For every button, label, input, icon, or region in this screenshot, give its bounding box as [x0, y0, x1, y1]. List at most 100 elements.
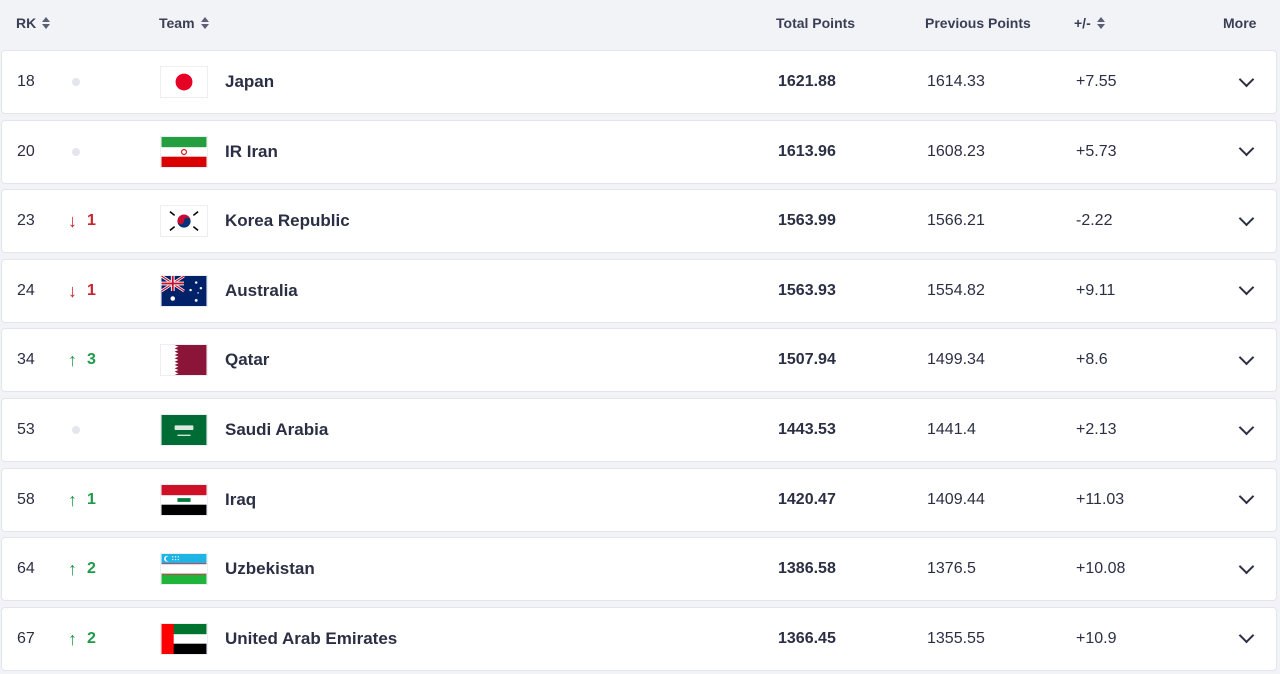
expand-row-button[interactable] [1232, 121, 1260, 183]
diff-header-label: +/- [1074, 15, 1091, 31]
rk-header-label: RK [16, 15, 37, 31]
team-header-label: Team [159, 15, 195, 31]
rank: 18 [17, 73, 35, 90]
more-header-label: More [1223, 15, 1257, 31]
expand-row-button[interactable] [1232, 51, 1260, 113]
team-name[interactable]: Korea Republic [225, 211, 350, 231]
arrow-up-icon: ↑ [68, 559, 77, 580]
expand-row-button[interactable] [1232, 399, 1260, 461]
total-points-header-label: Total Points [776, 15, 856, 31]
team-header[interactable]: Team [159, 15, 209, 31]
previous-points: 1566.21 [927, 212, 985, 230]
chevron-down-icon [1238, 628, 1254, 644]
team-name[interactable]: United Arab Emirates [225, 628, 398, 648]
points-diff: +9.11 [1076, 281, 1116, 299]
chevron-down-icon [1238, 280, 1254, 296]
rank: 67 [17, 629, 35, 647]
rank-movement: ↑ 1 [68, 469, 96, 531]
table-row[interactable]: 64 ↑ 2 Uzbekistan 1386.58 1376.5 +10.08 [1, 537, 1277, 602]
rank-change: 1 [87, 281, 96, 299]
team-name[interactable]: Qatar [225, 350, 270, 370]
table-row[interactable]: 34 ↑ 3 Qatar 1507.94 1499.34 +8.6 [1, 328, 1277, 393]
rk-header[interactable]: RK [16, 15, 51, 31]
total-points: 1443.53 [778, 421, 836, 438]
table-row[interactable]: 58 ↑ 1 Iraq 1420.47 1409.44 +11.03 [1, 467, 1277, 532]
previous-points-header-label: Previous Points [925, 15, 1031, 31]
previous-points: 1376.5 [927, 560, 976, 578]
total-points: 1507.94 [778, 351, 836, 369]
table-row[interactable]: 20 IR Iran 1613.96 1608.23 +5.73 [1, 119, 1277, 184]
rank-change: 2 [87, 560, 96, 578]
team-name[interactable]: Japan [225, 72, 275, 91]
arrow-up-icon: ↑ [68, 628, 77, 649]
sort-icon[interactable] [42, 17, 51, 29]
table-row[interactable]: 53 Saudi Arabia 1443.53 1441.4 +2.13 [1, 398, 1277, 462]
table-row[interactable]: 23 ↓ 1 Korea Republic 1563.99 1566.21 -2.22 [1, 189, 1277, 254]
points-diff: +2.13 [1076, 421, 1117, 438]
no-change-dot-icon [72, 147, 80, 156]
sort-icon[interactable] [200, 17, 209, 29]
flag-icon [160, 329, 210, 391]
rank-movement [68, 399, 80, 461]
expand-row-button[interactable] [1232, 190, 1260, 252]
points-diff: +8.6 [1076, 351, 1108, 369]
rank-movement [68, 51, 80, 113]
team-name[interactable]: Uzbekistan [225, 559, 315, 579]
rank: 24 [17, 281, 35, 299]
total-points-header: Total Points [776, 15, 855, 31]
team-name[interactable]: IR Iran [225, 141, 278, 161]
expand-row-button[interactable] [1232, 260, 1260, 322]
total-points: 1563.93 [778, 281, 836, 299]
points-diff: +7.55 [1076, 73, 1117, 90]
expand-row-button[interactable] [1232, 538, 1260, 600]
chevron-down-icon [1238, 558, 1254, 574]
rank-change: 1 [87, 490, 96, 508]
chevron-down-icon [1238, 140, 1254, 157]
rank-movement: ↑ 2 [68, 608, 96, 670]
rank-change: 3 [87, 351, 96, 369]
chevron-down-icon [1238, 349, 1254, 366]
diff-header[interactable]: +/- [1074, 15, 1105, 31]
rank-movement: ↓ 1 [68, 260, 96, 322]
table-row[interactable]: 67 ↑ 2 United Arab Emirates 1366.45 1355.55 +1… [1, 606, 1277, 671]
points-diff: +5.73 [1076, 142, 1117, 160]
total-points: 1563.99 [778, 212, 836, 230]
points-diff: +11.03 [1076, 490, 1125, 508]
previous-points: 1554.82 [927, 281, 985, 299]
previous-points: 1608.23 [927, 142, 985, 160]
previous-points: 1355.55 [927, 629, 985, 647]
rank: 64 [17, 560, 35, 578]
chevron-down-icon [1238, 210, 1254, 226]
rank: 20 [17, 142, 35, 160]
total-points: 1386.58 [778, 560, 836, 578]
previous-points: 1614.33 [927, 73, 985, 90]
chevron-down-icon [1238, 71, 1254, 87]
team-name[interactable]: Iraq [225, 489, 257, 509]
table-row[interactable]: 18 Japan 1621.88 1614.33 +7.55 [1, 50, 1277, 114]
table-row[interactable]: 24 ↓ 1 Australia 1563.93 1554.82 +9.11 [1, 258, 1277, 323]
previous-points: 1499.34 [927, 351, 985, 369]
points-diff: +10.9 [1076, 629, 1117, 647]
no-change-dot-icon [72, 78, 80, 86]
more-header: More [1223, 15, 1256, 31]
total-points: 1613.96 [778, 142, 836, 160]
flag-icon [160, 190, 210, 252]
expand-row-button[interactable] [1232, 608, 1260, 670]
arrow-up-icon: ↑ [68, 489, 77, 510]
flag-icon [160, 260, 210, 322]
arrow-up-icon: ↑ [68, 350, 77, 371]
team-name[interactable]: Saudi Arabia [225, 420, 329, 439]
no-change-dot-icon [72, 426, 80, 434]
total-points: 1621.88 [778, 73, 836, 90]
expand-row-button[interactable] [1232, 469, 1260, 531]
points-diff: -2.22 [1076, 212, 1113, 230]
team-name[interactable]: Australia [225, 280, 298, 300]
points-diff: +10.08 [1076, 560, 1126, 578]
sort-icon[interactable] [1096, 17, 1105, 29]
rank-change: 2 [87, 629, 96, 647]
arrow-down-icon: ↓ [68, 211, 77, 232]
chevron-down-icon [1238, 419, 1254, 435]
previous-points: 1441.4 [927, 421, 976, 438]
total-points: 1420.47 [778, 490, 836, 508]
expand-row-button[interactable] [1232, 329, 1260, 391]
